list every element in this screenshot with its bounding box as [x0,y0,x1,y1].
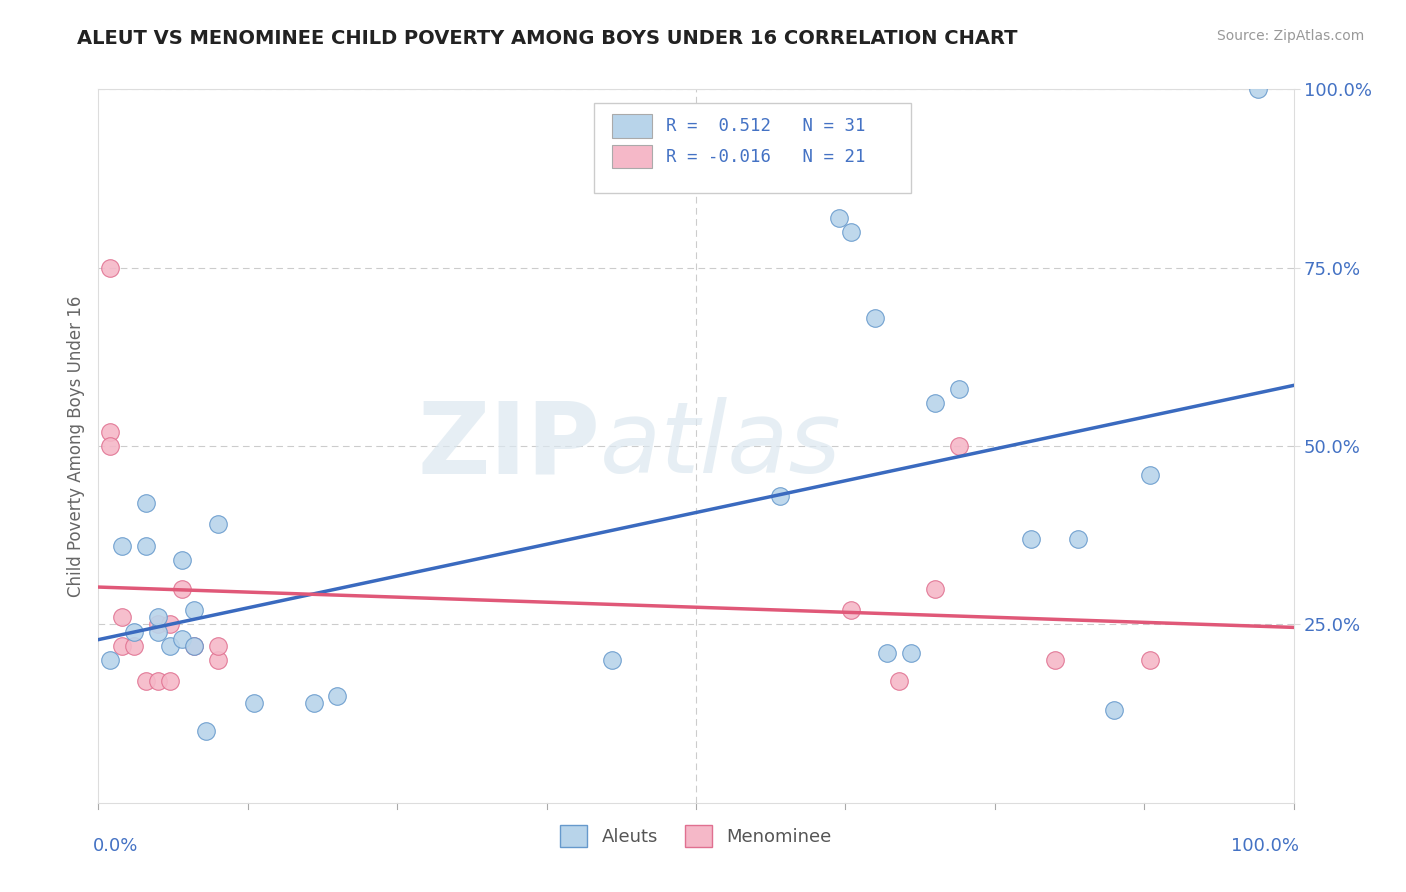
Point [900,646,922,660]
Point [1019,532,1042,546]
Point [183,639,205,653]
Point [135,496,157,510]
Point [159,674,181,689]
Point [98,425,122,439]
Point [889,674,911,689]
Point [207,517,229,532]
Point [98,653,122,667]
Text: 0.0%: 0.0% [93,837,138,855]
Text: Source: ZipAtlas.com: Source: ZipAtlas.com [1216,29,1364,43]
Point [148,617,170,632]
Point [948,439,970,453]
Point [924,396,946,410]
Text: R =  0.512   N = 31: R = 0.512 N = 31 [666,117,866,135]
Point [828,211,851,225]
Text: 100.0%: 100.0% [1232,837,1299,855]
Point [207,653,229,667]
Point [124,624,146,639]
Point [148,624,170,639]
Point [768,489,790,503]
Point [148,674,170,689]
Point [195,724,218,739]
Text: ALEUT VS MENOMINEE CHILD POVERTY AMONG BOYS UNDER 16 CORRELATION CHART: ALEUT VS MENOMINEE CHILD POVERTY AMONG B… [77,29,1018,47]
Point [1067,532,1090,546]
Point [135,674,157,689]
Point [159,639,181,653]
Point [602,653,624,667]
Point [172,632,194,646]
Point [243,696,266,710]
FancyBboxPatch shape [613,145,652,169]
Point [111,610,134,624]
Point [172,553,194,567]
Point [207,639,229,653]
Point [148,610,170,624]
Point [1139,467,1161,482]
Point [172,582,194,596]
Point [948,382,970,396]
Point [841,603,863,617]
Point [1139,653,1161,667]
Y-axis label: Child Poverty Among Boys Under 16: Child Poverty Among Boys Under 16 [66,295,84,597]
Point [111,539,134,553]
Text: atlas: atlas [600,398,842,494]
Point [1043,653,1066,667]
Point [159,617,181,632]
FancyBboxPatch shape [595,103,911,193]
Text: R = -0.016   N = 21: R = -0.016 N = 21 [666,148,866,166]
Point [841,225,863,239]
Point [302,696,325,710]
Point [876,646,898,660]
Point [98,439,122,453]
Point [924,582,946,596]
FancyBboxPatch shape [613,114,652,137]
Point [183,639,205,653]
Point [183,603,205,617]
Legend: Aleuts, Menominee: Aleuts, Menominee [560,825,832,847]
Point [98,260,122,275]
Point [1104,703,1126,717]
Point [135,539,157,553]
Text: ZIP: ZIP [418,398,600,494]
Point [1247,82,1270,96]
Point [111,639,134,653]
Point [124,639,146,653]
Point [865,310,887,325]
Point [326,689,349,703]
